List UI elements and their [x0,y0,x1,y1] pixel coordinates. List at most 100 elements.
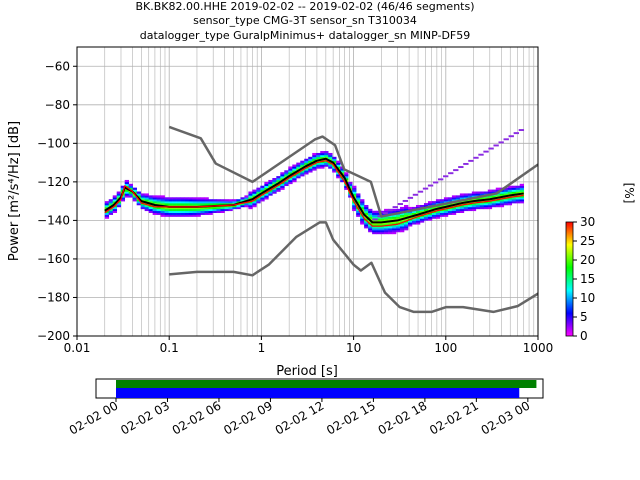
heat-cell [208,203,213,206]
heat-cell [455,197,461,200]
heat-cell [208,206,213,210]
heat-cell [467,204,473,208]
heat-cell [503,138,509,141]
timeline-bar-psd [116,388,520,398]
heat-cell [459,204,465,208]
heat-cell [312,154,317,158]
heat-cell [176,203,181,206]
heat-cell [435,212,441,215]
heat-cell [144,208,149,212]
heat-cell [288,166,293,169]
heat-cell [312,168,317,171]
heat-cell [112,197,118,200]
heat-cell [431,212,437,215]
heat-cell [312,166,317,169]
heat-cell [144,197,149,200]
heat-cell [168,199,173,202]
x-tick-label: 10 [346,341,361,355]
heat-cell [304,160,309,163]
heat-cell [451,208,457,212]
heat-cell [392,224,397,227]
heat-cell [419,210,425,213]
heat-cell [400,206,405,210]
heat-cell [332,158,337,161]
heat-cell [104,206,110,210]
heat-cell [443,212,449,215]
heat-cell [144,204,149,208]
heat-cell [511,185,517,188]
heat-cell [488,147,494,150]
heat-cell [124,195,129,198]
heat-cell [419,204,425,208]
heat-cell [108,212,114,215]
heat-cell [172,197,177,200]
heat-cell [495,201,501,204]
heat-cell [364,220,369,223]
y-tick-label: −200 [37,329,70,343]
heat-cell [417,190,424,193]
heat-cell [148,210,153,213]
heat-cell [324,160,329,163]
heat-cell [296,166,301,169]
heat-cell [372,214,377,217]
heat-cell [487,204,493,208]
heat-cell [499,191,505,194]
heat-cell [300,162,305,165]
heat-cell [304,168,309,171]
heat-cell [316,166,321,169]
heat-cell [284,174,289,177]
heat-cell [180,208,185,212]
heat-cell [180,210,185,213]
heat-cell [212,210,217,213]
heat-cell [431,206,437,210]
heat-cell [411,206,417,210]
heat-cell [156,212,161,215]
heat-cell [443,199,449,202]
heat-cell [180,206,185,210]
heat-cell [328,156,333,160]
heat-cell [463,162,469,165]
heat-cell [288,172,293,175]
heat-cell [427,212,433,215]
heat-cell [368,214,373,217]
heat-cell [388,218,393,221]
heat-cell [296,176,301,179]
heat-cell [200,210,205,213]
heat-cell [180,197,185,200]
heat-cell [252,195,257,198]
heat-cell [495,199,501,202]
heat-cell [356,197,361,200]
heat-cell [451,212,457,215]
heat-cell [296,164,301,167]
heat-cell [104,203,110,206]
heat-cell [216,210,221,213]
heat-cell [128,193,133,196]
heat-cell [184,197,189,200]
heat-cell [284,181,289,185]
heat-cell [459,195,465,198]
y-axis: −200 −180 −160 −140 −120 −100 −80 −60 [37,59,77,343]
heat-cell [352,193,357,196]
heat-cell [336,160,341,163]
y-tick-label: −180 [37,290,70,304]
heat-cell [404,226,409,229]
heat-cell [380,228,385,231]
heat-cell [459,197,465,200]
heat-cell [364,210,369,213]
heat-cell [360,203,365,206]
heat-cell [176,197,181,200]
heat-cell [140,197,145,200]
heat-cell [344,176,349,179]
heat-cell [348,181,353,185]
heat-cell [368,226,373,229]
heat-cell [272,191,277,194]
heat-cell [188,212,193,215]
heat-cell [415,204,421,208]
timeline-tick-label: 02-02 09 [221,398,275,437]
heat-cell [376,218,381,221]
heat-cell [519,195,525,198]
heat-cell [376,210,381,213]
heat-cell [236,204,241,208]
heat-cell [392,230,397,233]
